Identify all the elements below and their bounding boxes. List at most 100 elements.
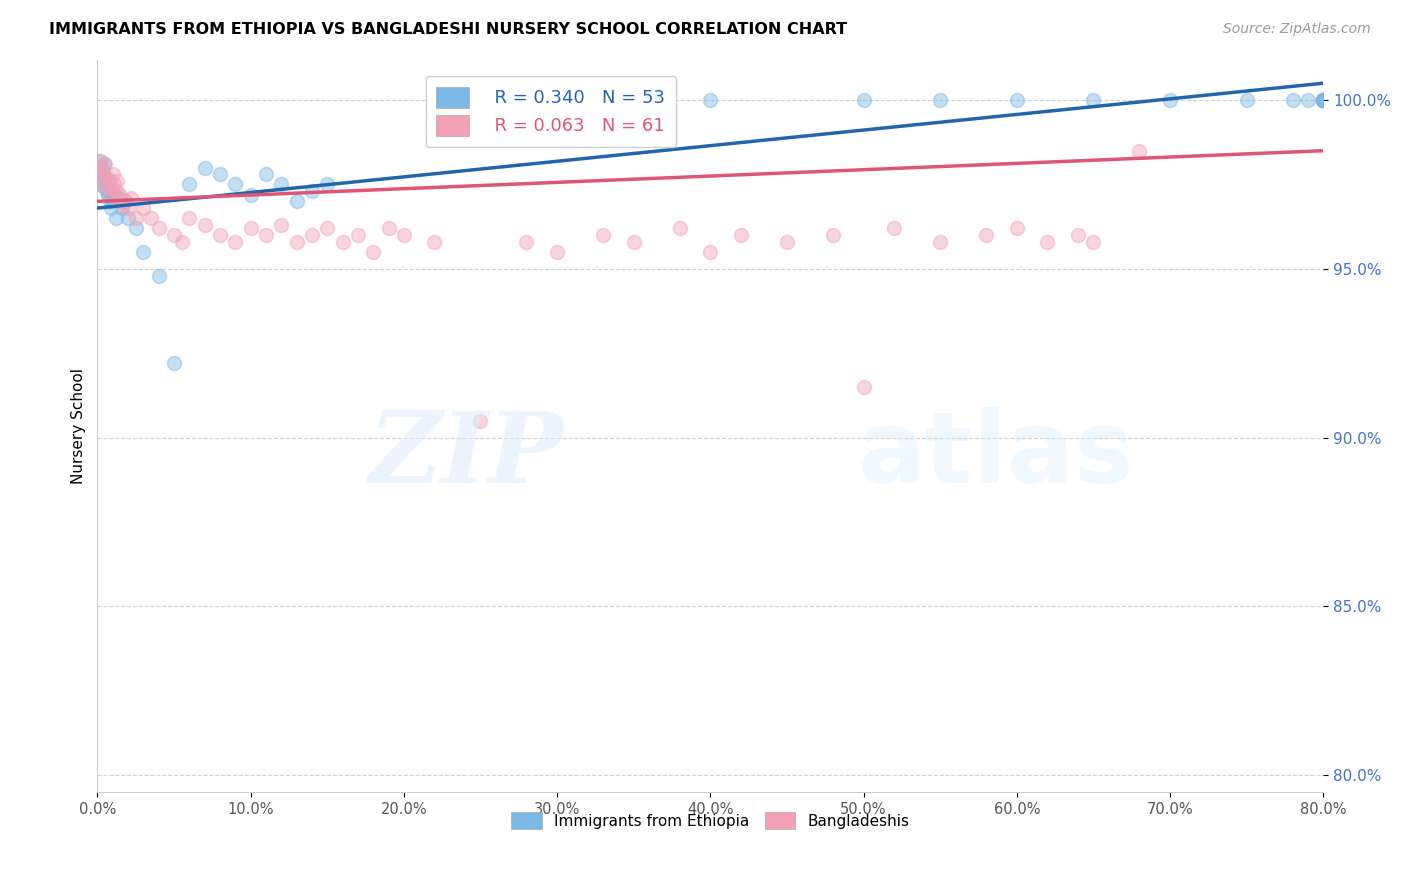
Point (332, 235, 354, 249)
Point (392, 228, 415, 243)
Point (361, 244, 384, 259)
Point (1312, 93, 1334, 107)
Point (105, 174, 128, 188)
Point (111, 198, 134, 212)
Point (139, 211, 162, 226)
Point (883, 221, 905, 235)
Point (699, 244, 721, 259)
Point (254, 228, 277, 243)
Text: atlas: atlas (858, 407, 1135, 504)
Point (1005, 93, 1028, 107)
Text: ZIP: ZIP (368, 407, 564, 503)
Point (224, 178, 246, 192)
Point (1312, 93, 1334, 107)
Point (1083, 235, 1105, 249)
Point (285, 235, 308, 249)
Point (104, 211, 127, 226)
Point (239, 221, 262, 235)
Point (98, 194, 121, 209)
Point (852, 380, 875, 394)
Point (1312, 93, 1334, 107)
Point (974, 228, 997, 243)
Legend: Immigrants from Ethiopia, Bangladeshis: Immigrants from Ethiopia, Bangladeshis (505, 805, 915, 836)
Point (699, 93, 721, 107)
Point (93, 174, 115, 188)
Point (96, 174, 118, 188)
Point (91, 167, 114, 181)
Text: IMMIGRANTS FROM ETHIOPIA VS BANGLADESHI NURSERY SCHOOL CORRELATION CHART: IMMIGRANTS FROM ETHIOPIA VS BANGLADESHI … (49, 22, 848, 37)
Point (97, 187, 120, 202)
Point (270, 218, 292, 232)
Point (148, 221, 170, 235)
Point (301, 184, 323, 198)
Point (1312, 93, 1334, 107)
Point (285, 194, 308, 209)
Point (1296, 93, 1319, 107)
Point (117, 211, 139, 226)
Point (94, 170, 117, 185)
Point (194, 161, 217, 175)
Point (101, 167, 124, 181)
Point (107, 194, 129, 209)
Point (110, 187, 132, 202)
Point (163, 356, 186, 370)
Point (623, 235, 645, 249)
Y-axis label: Nursery School: Nursery School (72, 368, 86, 483)
Point (96, 170, 118, 185)
Point (730, 228, 752, 243)
Point (1281, 93, 1303, 107)
Point (100, 187, 122, 202)
Point (120, 191, 142, 205)
Point (114, 194, 136, 209)
Point (316, 178, 339, 192)
Point (89, 161, 111, 175)
Point (98, 174, 121, 188)
Point (423, 235, 446, 249)
Point (208, 167, 231, 181)
Point (94, 157, 117, 171)
Point (132, 201, 155, 215)
Point (1312, 93, 1334, 107)
Point (163, 228, 186, 243)
Point (377, 221, 399, 235)
Point (194, 218, 217, 232)
Point (1236, 93, 1258, 107)
Point (117, 201, 139, 215)
Point (97, 178, 120, 192)
Point (929, 93, 952, 107)
Point (94, 181, 117, 195)
Point (546, 93, 568, 107)
Point (1067, 228, 1090, 243)
Point (124, 211, 146, 226)
Point (316, 221, 339, 235)
Point (515, 235, 537, 249)
Point (104, 184, 127, 198)
Point (89, 178, 111, 192)
Point (96, 184, 118, 198)
Point (179, 178, 201, 192)
Point (1036, 235, 1059, 249)
Text: Source: ZipAtlas.com: Source: ZipAtlas.com (1223, 22, 1371, 37)
Point (107, 191, 129, 205)
Point (347, 228, 370, 243)
Point (87, 167, 110, 181)
Point (111, 201, 134, 215)
Point (301, 228, 323, 243)
Point (470, 414, 492, 428)
Point (776, 235, 799, 249)
Point (93, 157, 115, 171)
Point (1128, 144, 1150, 158)
Point (254, 167, 277, 181)
Point (270, 178, 292, 192)
Point (1083, 93, 1105, 107)
Point (100, 201, 122, 215)
Point (91, 167, 114, 181)
Point (114, 194, 136, 209)
Point (821, 228, 844, 243)
Point (546, 244, 568, 259)
Point (852, 93, 875, 107)
Point (101, 194, 124, 209)
Point (91, 164, 114, 178)
Point (87, 153, 110, 168)
Point (89, 153, 111, 168)
